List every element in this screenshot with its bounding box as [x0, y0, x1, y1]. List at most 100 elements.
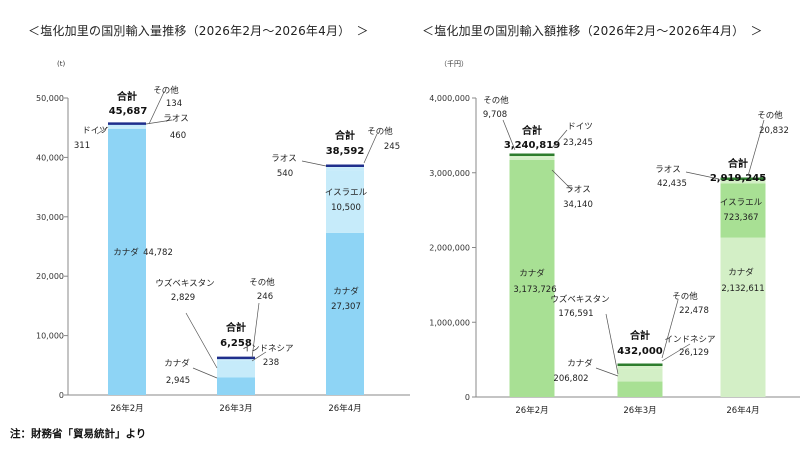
segment-name-label: カナダ	[567, 358, 593, 369]
x-tick-label: 26年2月	[110, 403, 143, 414]
segment-name-label: その他	[672, 291, 698, 302]
bar-segment	[720, 237, 766, 397]
bar-segment	[326, 167, 364, 171]
segment-name-label: カナダ	[113, 247, 139, 258]
leader-line	[301, 160, 327, 167]
segment-name-label: その他	[367, 126, 393, 137]
bar-segment	[326, 232, 364, 395]
leader-line	[502, 119, 516, 151]
segment-value-label: 22,478	[679, 306, 709, 316]
leader-line	[363, 133, 378, 164]
segment-value-label: 2,132,611	[721, 284, 764, 294]
bar-segment	[108, 124, 146, 128]
segment-name-label: インドネシア	[664, 335, 715, 345]
y-axis-unit: (t)	[57, 60, 65, 68]
segment-value-label: 311	[74, 141, 90, 151]
leader-line	[192, 367, 218, 379]
leader-line	[145, 119, 173, 125]
x-tick-label: 26年2月	[515, 405, 548, 416]
segment-name-label: ウズベキスタン	[550, 294, 609, 305]
total-label: 合計	[629, 329, 650, 342]
x-tick-label: 26年4月	[726, 405, 759, 416]
bar-segment	[326, 170, 364, 233]
segment-value-label: 134	[166, 99, 182, 109]
x-tick-label: 26年4月	[328, 403, 361, 414]
segment-value-label: 540	[277, 169, 293, 179]
segment-name-label: インドネシア	[242, 344, 293, 354]
bar-segment	[509, 159, 555, 397]
y-tick-label: 30,000	[36, 213, 64, 222]
segment-value-label: 10,500	[331, 203, 361, 213]
segment-name-label: カナダ	[333, 286, 359, 297]
total-value: 2,919,245	[710, 173, 766, 184]
segment-name-label: その他	[249, 277, 275, 288]
y-tick-label: 40,000	[36, 153, 64, 162]
segment-value-label: 9,708	[483, 110, 507, 120]
segment-name-label: カナダ	[519, 268, 545, 279]
total-value: 3,240,819	[504, 140, 560, 151]
bar-segment	[509, 157, 555, 160]
segment-name-label: その他	[153, 85, 179, 96]
x-tick-label: 26年3月	[219, 403, 252, 414]
segment-name-label: イスラエル	[720, 198, 763, 208]
segment-value-label: 44,782	[143, 248, 173, 258]
bar-segment	[217, 377, 255, 395]
segment-name-label: ラオス	[655, 165, 681, 175]
segment-value-label: 2,829	[171, 293, 195, 303]
leader-line	[747, 119, 765, 177]
segment-value-label: 20,832	[759, 126, 789, 136]
total-label: 合計	[727, 157, 748, 170]
leader-line	[661, 343, 691, 362]
segment-name-label: カナダ	[728, 267, 754, 278]
segment-name-label: その他	[483, 95, 509, 106]
leader-line	[96, 126, 109, 135]
bar-segment	[217, 359, 255, 361]
y-tick-label: 10,000	[36, 332, 64, 341]
source-footnote: 注：財務省「貿易統計」より	[10, 428, 147, 440]
segment-name-label: その他	[757, 110, 783, 121]
segment-name-label: カナダ	[164, 358, 190, 369]
y-tick-label: 3,000,000	[429, 169, 470, 178]
segment-value-label: 34,140	[563, 200, 593, 210]
segment-value-label: 3,173,726	[513, 285, 556, 295]
bar-segment	[720, 183, 766, 238]
bar-segment	[617, 381, 663, 397]
y-tick-label: 1,000,000	[429, 318, 470, 327]
segment-value-label: 246	[257, 292, 273, 302]
segment-name-label: ラオス	[271, 154, 297, 164]
bar-segment	[617, 368, 663, 382]
segment-name-label: ドイツ	[82, 126, 108, 136]
segment-name-label: ラオス	[565, 185, 591, 195]
total-value: 6,258	[220, 338, 252, 349]
segment-value-label: 176,591	[558, 309, 593, 319]
y-tick-label: 0	[59, 391, 64, 400]
total-value: 45,687	[109, 106, 148, 117]
bar-segment	[509, 155, 555, 158]
bar-segment	[720, 180, 766, 184]
segment-value-label: 2,945	[166, 376, 190, 386]
leader-line	[605, 313, 619, 375]
leader-line	[185, 312, 218, 369]
y-tick-label: 2,000,000	[429, 244, 470, 253]
total-label: 合計	[334, 129, 355, 142]
bar-segment	[617, 366, 663, 369]
segment-value-label: 206,802	[553, 374, 588, 384]
value-chart-title: ＜塩化加里の国別輸入額推移（2026年2月〜2026年4月） ＞	[422, 24, 763, 38]
leader-line	[551, 129, 568, 149]
segment-name-label: ウズベキスタン	[155, 278, 214, 289]
leader-line	[251, 302, 260, 359]
segment-value-label: 460	[170, 131, 186, 141]
leader-line	[661, 299, 679, 359]
segment-value-label: 238	[263, 358, 279, 368]
y-tick-label: 20,000	[36, 272, 64, 281]
leader-line	[148, 91, 165, 125]
leader-line	[595, 367, 619, 377]
bar-segment	[108, 128, 146, 395]
segment-name-label: ドイツ	[567, 122, 593, 132]
total-label: 合計	[116, 90, 137, 103]
y-axis-unit: （千円）	[440, 59, 468, 68]
y-tick-label: 0	[465, 393, 470, 402]
segment-value-label: 245	[384, 142, 400, 152]
segment-name-label: ラオス	[163, 114, 189, 124]
